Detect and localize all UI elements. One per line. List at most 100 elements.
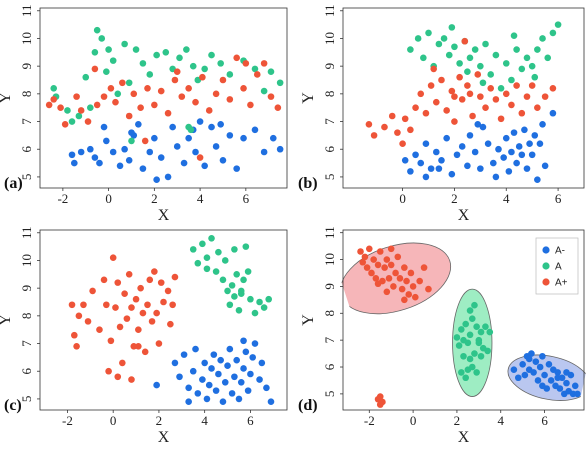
point-A+ <box>112 304 119 311</box>
point-A- <box>554 369 562 376</box>
point-A- <box>514 374 522 382</box>
point-A- <box>185 384 192 392</box>
point-A+ <box>392 269 399 277</box>
x-tick-label: 4 <box>497 413 504 428</box>
point-A+ <box>157 87 165 95</box>
point-A <box>462 374 469 382</box>
point-A+ <box>146 276 154 284</box>
point-A+ <box>100 93 108 100</box>
point-A <box>93 26 101 34</box>
point-A <box>276 79 284 87</box>
point-A+ <box>416 277 423 285</box>
panel-label: (d) <box>298 397 318 414</box>
point-A- <box>221 379 229 386</box>
point-A- <box>91 154 99 161</box>
point-A <box>456 60 463 67</box>
point-A- <box>125 157 133 164</box>
point-A <box>109 57 117 64</box>
point-A+ <box>107 85 115 92</box>
point-A- <box>547 377 555 384</box>
point-A- <box>226 345 234 353</box>
point-A- <box>153 176 160 183</box>
point-A+ <box>383 288 391 296</box>
point-A <box>518 65 526 73</box>
x-tick-label: 4 <box>201 413 208 428</box>
point-A <box>458 326 465 333</box>
point-A <box>226 301 234 309</box>
point-A+ <box>75 312 83 320</box>
point-A+ <box>137 284 144 292</box>
point-A- <box>443 134 450 142</box>
point-A <box>460 336 467 344</box>
point-A <box>484 347 491 355</box>
plot-frame <box>39 229 288 411</box>
point-A+ <box>73 93 80 100</box>
y-tick-label: 9 <box>19 285 34 292</box>
y-tick-label: 6 <box>322 363 337 370</box>
point-A <box>473 323 480 331</box>
point-A+ <box>128 304 135 311</box>
point-A- <box>276 145 284 153</box>
plot-frame <box>39 7 288 189</box>
point-A+ <box>390 283 397 290</box>
point-A- <box>135 121 142 128</box>
point-A- <box>173 143 181 150</box>
point-A <box>508 76 515 84</box>
point-A- <box>164 173 172 181</box>
point-A+ <box>199 73 206 81</box>
point-A <box>208 51 215 59</box>
point-A+ <box>153 309 160 317</box>
point-A <box>473 369 480 376</box>
point-A+ <box>469 112 476 120</box>
point-A- <box>240 337 247 345</box>
point-A <box>265 295 273 303</box>
point-A- <box>484 140 492 147</box>
point-A- <box>435 165 443 172</box>
point-A+ <box>151 268 158 275</box>
point-A+ <box>144 301 151 309</box>
point-A- <box>199 376 206 383</box>
y-tick-label: 11 <box>322 5 337 18</box>
legend: A- A A+ <box>535 237 579 295</box>
point-A- <box>231 373 238 381</box>
point-A+ <box>438 76 445 84</box>
y-axis-label: Y <box>0 92 14 104</box>
point-A+ <box>169 301 176 309</box>
point-A <box>477 62 484 70</box>
x-tick-label: 2 <box>156 413 163 428</box>
point-A <box>544 54 552 62</box>
point-A- <box>258 359 266 367</box>
point-A <box>201 65 208 73</box>
point-A+ <box>226 96 234 103</box>
point-A- <box>458 143 466 150</box>
x-tick-label: 6 <box>555 191 562 206</box>
point-A- <box>495 145 502 153</box>
point-A+ <box>61 121 69 128</box>
point-A- <box>103 137 110 145</box>
point-A- <box>151 134 158 142</box>
point-A- <box>242 348 250 356</box>
point-A <box>420 54 427 62</box>
y-tick-label: 6 <box>19 145 34 152</box>
point-A- <box>500 154 507 161</box>
point-A- <box>208 123 215 131</box>
point-A+ <box>132 295 140 303</box>
point-A <box>153 51 160 59</box>
point-A <box>64 107 71 114</box>
point-A <box>458 369 465 376</box>
point-A+ <box>387 245 395 253</box>
point-A+ <box>374 261 382 269</box>
x-axis-label: X <box>458 429 470 446</box>
y-tick-label: 8 <box>322 91 337 98</box>
point-A <box>451 43 458 51</box>
point-A <box>466 355 474 363</box>
point-A <box>482 323 489 331</box>
point-A- <box>531 132 539 139</box>
point-A <box>471 350 478 357</box>
point-A+ <box>192 98 199 106</box>
point-A+ <box>492 96 500 103</box>
point-A+ <box>50 96 58 103</box>
point-A <box>468 315 476 322</box>
point-A+ <box>422 109 430 117</box>
point-A <box>203 265 211 273</box>
